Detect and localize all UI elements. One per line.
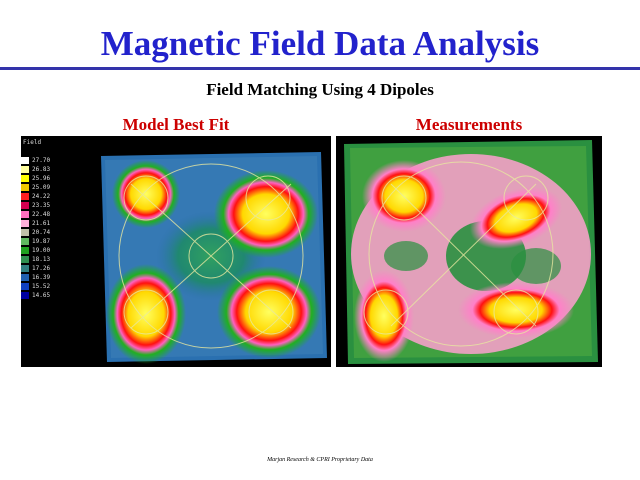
legend-swatch (21, 229, 29, 236)
legend-entry: 15.52 (21, 282, 101, 291)
legend-entry: 19.87 (21, 237, 101, 246)
model-panel-title: Model Best Fit (122, 115, 230, 134)
legend-swatch (21, 166, 29, 173)
measurements-panel-title: Measurements (415, 115, 523, 134)
legend-entry: 27.70 (21, 156, 101, 165)
legend-swatch (21, 211, 29, 218)
legend-entry: 25.96 (21, 174, 101, 183)
legend-label: 20.74 (32, 229, 51, 236)
legend-label: 19.00 (32, 247, 51, 254)
measurements-image (336, 136, 602, 367)
legend-label: 23.35 (32, 202, 51, 209)
legend-swatch (21, 202, 29, 209)
legend-swatch (21, 238, 29, 245)
legend-label: 25.96 (32, 175, 51, 182)
legend-swatch (21, 292, 29, 299)
legend-entry: 14.65 (21, 291, 101, 300)
legend-label: 24.22 (32, 193, 51, 200)
measurements-field-map (344, 140, 598, 364)
slide-title: Magnetic Field Data Analysis (100, 24, 540, 63)
legend-entry: 18.13 (21, 255, 101, 264)
legend-swatch (21, 175, 29, 182)
legend-swatch (21, 283, 29, 290)
legend-entry: 17.26 (21, 264, 101, 273)
legend-swatch (21, 274, 29, 281)
legend-label: 16.39 (32, 274, 51, 281)
legend-label: 22.48 (32, 211, 51, 218)
legend-label: 19.87 (32, 238, 51, 245)
legend-swatch (21, 220, 29, 227)
model-field-map (101, 152, 327, 364)
legend-swatch (21, 157, 29, 164)
legend-swatch (21, 256, 29, 263)
legend-entry: 21.61 (21, 219, 101, 228)
legend-entry: 19.00 (21, 246, 101, 255)
legend-label: 25.09 (32, 184, 51, 191)
legend-entry: 25.09 (21, 183, 101, 192)
legend-label: 18.13 (32, 256, 51, 263)
legend-entry: 20.74 (21, 228, 101, 237)
legend-label: 17.26 (32, 265, 51, 272)
field-legend: Field 27.70 26.83 25.96 25.09 24.22 23.35 22.4… (21, 136, 101, 367)
legend-entry: 23.35 (21, 201, 101, 210)
title-divider (0, 67, 640, 70)
proprietary-notice: Marjan Research & CPRI Proprietary Data (267, 457, 373, 463)
legend-entry: 24.22 (21, 192, 101, 201)
legend-swatch (21, 193, 29, 200)
legend-swatch (21, 265, 29, 272)
legend-swatch (21, 247, 29, 254)
legend-entry: 26.83 (21, 165, 101, 174)
model-best-fit-image: Field 27.70 26.83 25.96 25.09 24.22 23.35 22.4… (21, 136, 331, 367)
legend-label: 27.70 (32, 157, 51, 164)
legend-label: 14.65 (32, 292, 51, 299)
legend-entry: 16.39 (21, 273, 101, 282)
legend-label: 26.83 (32, 166, 51, 173)
legend-label: 15.52 (32, 283, 51, 290)
legend-title: Field (23, 139, 42, 146)
legend-entry: 22.48 (21, 210, 101, 219)
legend-label: 21.61 (32, 220, 51, 227)
slide-subtitle: Field Matching Using 4 Dipoles (206, 80, 434, 99)
legend-swatch (21, 184, 29, 191)
